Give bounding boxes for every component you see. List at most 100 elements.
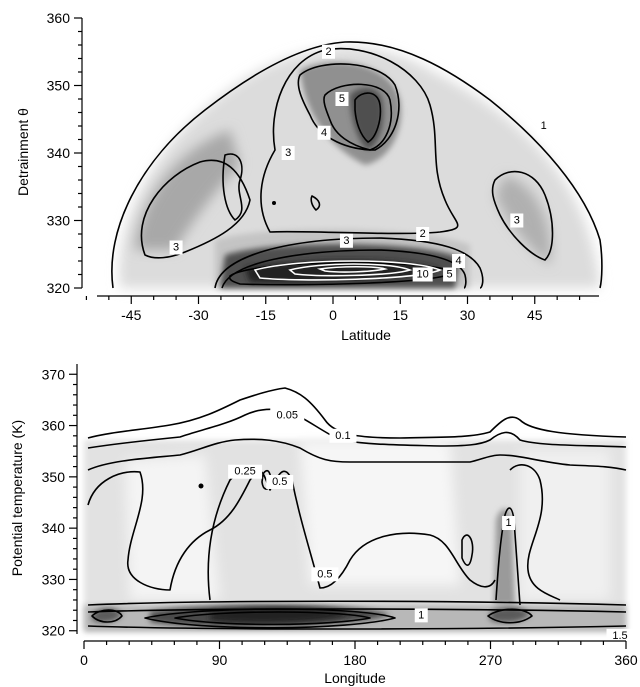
contour-label: 10 bbox=[412, 267, 433, 282]
y-tick-label: 330 bbox=[47, 213, 71, 229]
x-tick-label: 15 bbox=[392, 307, 408, 323]
x-axis-label: Latitude bbox=[341, 327, 391, 343]
x-axis-ticks: -45 -30 -15 0 15 30 45 bbox=[85, 296, 581, 323]
contour-label: 0.5 bbox=[311, 567, 339, 582]
svg-text:0.1: 0.1 bbox=[335, 430, 350, 442]
contour-label: 1 bbox=[414, 608, 428, 623]
contour-line bbox=[221, 249, 467, 289]
x-tick-label: 45 bbox=[527, 307, 543, 323]
y-axis-ticks: 320 330 340 350 360 370 bbox=[42, 366, 77, 639]
svg-text:1.5: 1.5 bbox=[612, 630, 627, 642]
contour-label: 5 bbox=[443, 267, 457, 282]
contour-label: 1 bbox=[502, 516, 516, 531]
contour-line bbox=[487, 608, 533, 624]
y-axis-label: Potential temperature (K) bbox=[9, 420, 25, 576]
x-tick-label: 0 bbox=[80, 652, 88, 668]
svg-text:1: 1 bbox=[418, 609, 424, 621]
x-axis-label: Longitude bbox=[324, 670, 386, 686]
contour-line bbox=[316, 265, 389, 273]
svg-text:3: 3 bbox=[173, 242, 179, 254]
contour-label: 4 bbox=[452, 254, 466, 268]
x-tick-label: 360 bbox=[614, 652, 638, 668]
contour-dot bbox=[272, 201, 276, 205]
svg-text:0.05: 0.05 bbox=[277, 409, 298, 421]
y-tick-label: 320 bbox=[47, 280, 71, 296]
x-tick-label: 0 bbox=[329, 307, 337, 323]
contour-line bbox=[495, 507, 521, 606]
contour-line bbox=[310, 195, 321, 211]
y-tick-label: 340 bbox=[47, 145, 71, 161]
bottom-panel: 0.050.10.250.510.511.5 0 90 180 270 360 3203… bbox=[9, 364, 638, 686]
contour-label: 2 bbox=[416, 227, 430, 241]
contour-label: 0.5 bbox=[266, 474, 294, 489]
y-axis-label: Detrainment θ bbox=[15, 108, 31, 196]
y-tick-label: 350 bbox=[47, 78, 71, 94]
contour-label: 3 bbox=[281, 146, 295, 160]
y-tick-label: 330 bbox=[42, 571, 66, 587]
svg-text:0.25: 0.25 bbox=[234, 466, 255, 478]
y-tick-label: 350 bbox=[42, 469, 66, 485]
contour-line bbox=[354, 92, 382, 143]
contour-line bbox=[297, 63, 400, 151]
contour-line bbox=[222, 153, 243, 221]
contour-line bbox=[87, 470, 496, 591]
contour-label: 4 bbox=[317, 125, 331, 140]
y-tick-label: 320 bbox=[42, 623, 66, 639]
x-tick-label: 30 bbox=[460, 307, 476, 323]
y-tick-label: 360 bbox=[42, 418, 66, 434]
contour-line bbox=[323, 83, 392, 151]
svg-text:1: 1 bbox=[506, 517, 512, 529]
contour-label: 1 bbox=[537, 119, 551, 133]
contour-label: 3 bbox=[339, 233, 353, 248]
bottom-contour-labels: 0.05 0.1 0.25 0.5 1 0.5 1 1.5 bbox=[228, 408, 634, 643]
svg-text:0.5: 0.5 bbox=[317, 568, 332, 580]
contour-line bbox=[87, 387, 627, 439]
svg-text:4: 4 bbox=[321, 127, 327, 139]
x-axis-ticks: 0 90 180 270 360 bbox=[80, 641, 638, 668]
contour-line bbox=[253, 260, 443, 281]
y-axis-ticks: 320 330 340 350 360 bbox=[47, 10, 82, 296]
contour-line bbox=[491, 170, 554, 261]
contour-label: 2 bbox=[322, 44, 336, 59]
y-tick-label: 340 bbox=[42, 520, 66, 536]
contour-label: 3 bbox=[510, 213, 524, 228]
contour-line bbox=[111, 41, 603, 289]
contour-label: 0.25 bbox=[228, 464, 263, 479]
contour-line bbox=[288, 263, 413, 277]
x-tick-label: -30 bbox=[188, 307, 208, 323]
x-tick-label: -45 bbox=[121, 307, 141, 323]
contour-label: 0.05 bbox=[270, 408, 305, 423]
contour-line bbox=[87, 625, 627, 630]
svg-text:2: 2 bbox=[325, 46, 331, 58]
svg-text:2: 2 bbox=[420, 228, 426, 240]
svg-text:1: 1 bbox=[541, 120, 547, 132]
contour-line bbox=[87, 608, 627, 613]
contour-label: 5 bbox=[335, 92, 349, 106]
contour-line bbox=[144, 608, 396, 629]
x-tick-label: 270 bbox=[479, 652, 503, 668]
contour-line bbox=[91, 609, 123, 623]
svg-text:3: 3 bbox=[285, 147, 291, 159]
svg-text:4: 4 bbox=[455, 255, 461, 267]
x-tick-label: -15 bbox=[256, 307, 276, 323]
svg-text:3: 3 bbox=[343, 235, 349, 247]
svg-text:3: 3 bbox=[514, 215, 520, 227]
contour-label: 3 bbox=[169, 240, 183, 255]
y-tick-label: 370 bbox=[42, 366, 66, 382]
svg-text:0.5: 0.5 bbox=[272, 476, 287, 488]
y-tick-label: 360 bbox=[47, 10, 71, 26]
contour-line bbox=[174, 611, 371, 626]
svg-text:5: 5 bbox=[447, 269, 453, 281]
contour-line bbox=[87, 438, 627, 471]
svg-text:10: 10 bbox=[417, 269, 429, 281]
contour-label: 0.1 bbox=[329, 428, 357, 443]
x-tick-label: 90 bbox=[212, 652, 228, 668]
contour-label: 1.5 bbox=[606, 628, 634, 643]
contour-dot bbox=[198, 483, 204, 489]
contour-line bbox=[207, 464, 561, 601]
x-tick-label: 180 bbox=[343, 652, 367, 668]
contour-line bbox=[87, 600, 627, 606]
